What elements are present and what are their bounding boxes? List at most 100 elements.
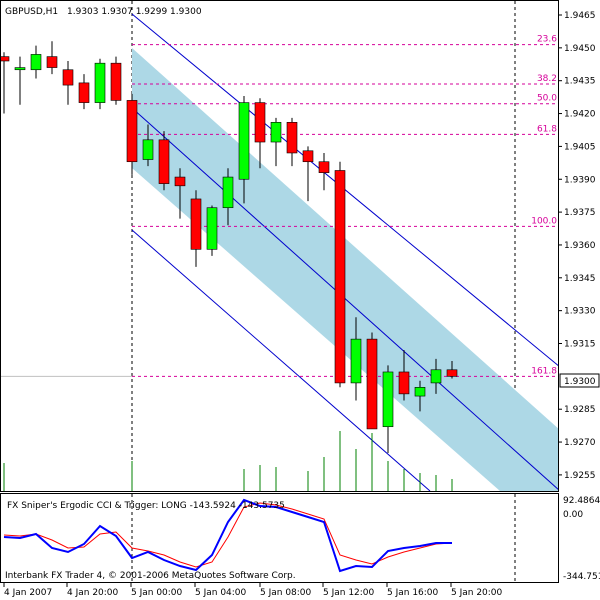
- fib-label-2: 50.0: [537, 94, 557, 104]
- price-axis: 1.9465 1.9450 1.9435 1.9420 1.9405 1.9390 1.93…: [558, 11, 596, 481]
- candle-26: [414, 380, 426, 412]
- candle-body: [414, 386, 426, 397]
- time-axis: 4 Jan 2007 4 Jan 20:00 5 Jan 00:00 5 Jan 04…: [3, 583, 503, 598]
- price-label-8: 1.9345: [564, 274, 596, 284]
- price-label-5: 1.9390: [564, 175, 596, 185]
- candle-body: [206, 207, 218, 250]
- candle-17: [270, 117, 282, 167]
- channel-line-1: [131, 107, 558, 490]
- indicator-axis-top: 92.4864: [563, 496, 600, 506]
- candle-body: [126, 100, 138, 163]
- chart-symbol: GBPUSD,H1: [5, 7, 58, 17]
- candle-body: [430, 369, 442, 384]
- candle-6: [94, 58, 106, 110]
- candle-body: [446, 369, 458, 377]
- price-label-7: 1.9360: [564, 241, 596, 251]
- candle-8: [126, 93, 138, 175]
- candle-11: [174, 168, 186, 219]
- candle-body: [318, 161, 330, 173]
- price-label-6: 1.9375: [564, 208, 596, 218]
- candle-3: [46, 41, 58, 75]
- fib-label-3: 61.8: [537, 124, 557, 134]
- candle-9: [142, 124, 154, 167]
- indicator-gridlines: [131, 494, 516, 582]
- candle-body: [222, 176, 234, 209]
- candle-body: [78, 82, 90, 103]
- price-label-11: 1.9285: [564, 405, 596, 415]
- channel-line-0: [131, 13, 558, 366]
- candle-body: [270, 122, 282, 143]
- chart-ohlc: 1.9303 1.9307 1.9299 1.9300: [67, 7, 202, 17]
- fibonacci-labels: 23.6 38.2 50.0 61.8 100.0 161.8: [531, 35, 557, 377]
- candle-body: [398, 371, 410, 395]
- price-label-9: 1.9330: [564, 307, 596, 317]
- candle-body: [14, 67, 26, 71]
- price-label-0: 1.9465: [564, 11, 596, 21]
- channel-line-2: [131, 229, 431, 491]
- candle-body: [110, 62, 122, 101]
- time-label-1: 4 Jan 20:00: [67, 588, 119, 598]
- price-label-12: 1.9270: [564, 438, 596, 448]
- candle-0: [1, 52, 10, 114]
- candle-10: [158, 131, 170, 191]
- cci-line: [3, 498, 452, 573]
- current-price-marker: 1.9300: [559, 373, 600, 388]
- time-label-0: 4 Jan 2007: [4, 588, 52, 598]
- candle-4: [62, 60, 74, 105]
- fib-label-1: 38.2: [537, 74, 557, 84]
- current-price-label: 1.9300: [564, 377, 596, 387]
- copyright-text: Interbank FX Trader 4, © 2001-2006 MetaQ…: [5, 571, 296, 581]
- candle-1: [14, 56, 26, 105]
- fib-label-4: 100.0: [531, 216, 557, 226]
- candle-body: [174, 176, 186, 187]
- candle-27: [430, 358, 442, 394]
- volume-bars: [3, 431, 453, 491]
- candle-body: [190, 198, 202, 250]
- candle-5: [78, 74, 90, 110]
- time-label-2: 5 Jan 00:00: [131, 588, 183, 598]
- indicator-axis-bottom: -344.751: [563, 572, 600, 582]
- time-label-4: 5 Jan 08:00: [260, 588, 312, 598]
- candle-21: [334, 161, 346, 388]
- candle-body: [30, 54, 42, 71]
- candle-15: [238, 96, 250, 204]
- candle-20: [318, 152, 330, 191]
- candle-18: [286, 117, 298, 167]
- indicator-axis-zero: 0.00: [563, 510, 583, 520]
- candle-body: [382, 371, 394, 428]
- candle-22: [350, 317, 362, 401]
- time-label-7: 5 Jan 20:00: [451, 588, 503, 598]
- candle-body: [1, 56, 10, 62]
- price-label-2: 1.9435: [564, 77, 596, 87]
- candle-body: [350, 338, 362, 384]
- candle-19: [302, 146, 314, 202]
- candle-7: [110, 56, 122, 105]
- candle-14: [222, 168, 234, 226]
- candle-body: [62, 69, 74, 86]
- fib-label-5: 161.8: [531, 366, 557, 376]
- candle-body: [302, 150, 314, 163]
- candlesticks: [1, 41, 458, 453]
- price-label-4: 1.9405: [564, 142, 596, 152]
- candle-body: [238, 102, 250, 180]
- candle-body: [46, 56, 58, 68]
- candle-12: [190, 190, 202, 267]
- candle-body: [142, 139, 154, 160]
- candle-16: [254, 98, 266, 169]
- candle-body: [94, 62, 106, 103]
- price-label-1: 1.9450: [564, 44, 596, 54]
- candle-body: [158, 139, 170, 184]
- price-label-13: 1.9255: [564, 471, 596, 481]
- candle-2: [30, 45, 42, 79]
- candle-body: [334, 170, 346, 384]
- candle-body: [286, 122, 298, 154]
- price-label-3: 1.9420: [564, 110, 596, 120]
- price-label-10: 1.9315: [564, 340, 596, 350]
- time-label-6: 5 Jan 16:00: [387, 588, 439, 598]
- candle-body: [366, 338, 378, 430]
- candle-28: [446, 361, 458, 379]
- ergodic-cci-lines: [3, 498, 453, 573]
- candle-25: [398, 350, 410, 401]
- fib-label-0: 23.6: [537, 35, 557, 45]
